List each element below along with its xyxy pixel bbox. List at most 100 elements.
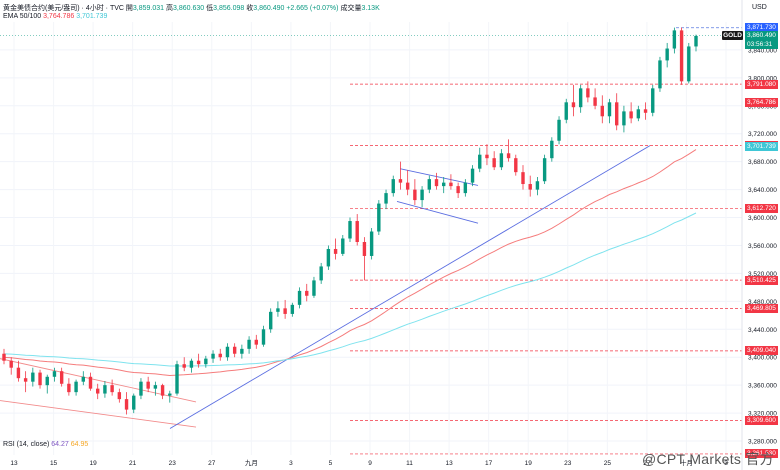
candle [405, 170, 410, 196]
candle-body [110, 385, 114, 393]
x-tick-label: 十月 [680, 458, 693, 467]
candle-body [542, 158, 547, 182]
symbol-title: 黄金美债合约(美元/盎司) · 4小时 · TVC [3, 5, 124, 12]
candle-body [175, 364, 179, 394]
high-label: 高 [166, 5, 174, 12]
trend-line [396, 201, 479, 224]
candle-body [377, 203, 381, 232]
current-price-tag: 3,860.490 [745, 31, 778, 41]
level-tag: 3,469.805 [745, 303, 778, 313]
y-tick-label: 3,600.000 [748, 215, 777, 222]
candle [117, 388, 122, 403]
candle-body [269, 311, 273, 330]
low-label: 低 [206, 5, 214, 12]
trend-line [0, 400, 197, 428]
ema100-value: 3,701.739 [76, 13, 108, 20]
candle [643, 102, 648, 120]
candle-body [9, 360, 13, 368]
level-tag: 3,409.040 [745, 346, 778, 356]
close-value: 3,860.490 [253, 5, 285, 12]
candle [211, 350, 215, 363]
candle-body [672, 30, 677, 49]
candle-body [59, 371, 64, 384]
candle [557, 116, 561, 145]
candle-body [694, 35, 698, 47]
level-tag: 3,309.600 [745, 415, 778, 425]
candle [607, 98, 612, 124]
candle [189, 358, 194, 373]
candle-body [333, 248, 338, 254]
candle [528, 175, 532, 197]
level-tag: 3,261.530 [745, 449, 778, 459]
candle [74, 379, 78, 396]
y-tick-label: 3,280.000 [748, 439, 777, 446]
rsi-value-1: 64.27 [51, 441, 69, 448]
level-tag: 3,510.425 [745, 275, 778, 285]
candle [326, 245, 331, 270]
candle-body [96, 388, 100, 394]
candle-body [506, 153, 511, 159]
candle [629, 102, 633, 124]
candle [132, 393, 136, 414]
candle-body [449, 182, 453, 187]
candle-body [74, 381, 78, 393]
candle [38, 369, 42, 389]
candle [434, 172, 439, 190]
candle [694, 34, 698, 52]
candle-body [398, 179, 403, 183]
candle-body [636, 109, 641, 119]
candle [96, 383, 100, 400]
candle [586, 81, 590, 103]
candle [485, 144, 489, 166]
candle [312, 276, 316, 298]
candle-body [283, 308, 287, 314]
candle [139, 378, 143, 400]
candle-body [247, 339, 251, 349]
countdown-tag: 03:56:31 [745, 40, 778, 50]
price-axis: 3,280.000 3,320.000 3,360.000 3,400.000 3,44… [741, 0, 777, 470]
candle [196, 353, 201, 368]
candle-body [600, 105, 604, 117]
candle [59, 367, 64, 387]
candle-body [132, 395, 136, 410]
rsi-label: RSI (14, close) [3, 441, 50, 448]
candle [442, 177, 446, 194]
candle-body [38, 372, 42, 386]
x-tick-label: 21 [129, 460, 137, 467]
candle [355, 214, 359, 246]
candle [31, 367, 35, 387]
candle-body [16, 367, 21, 379]
watermark: @CPT Markets 官方 [642, 451, 775, 467]
candle-body [160, 385, 165, 396]
candle [232, 343, 237, 358]
candle-body [31, 372, 35, 382]
y-tick-label: 3,840.000 [748, 47, 777, 54]
candle-body [355, 221, 359, 242]
ema100-line [3, 212, 697, 367]
candle-body [52, 371, 57, 377]
y-tick-label: 3,360.000 [748, 383, 777, 390]
ema-lines [3, 149, 697, 377]
x-tick-label: 13 [10, 460, 18, 467]
candle [687, 42, 691, 84]
y-tick-label: 3,720.000 [748, 131, 777, 138]
level-tag: 3,791.080 [745, 79, 778, 89]
candle-body [384, 193, 388, 204]
x-tick-label: 27 [208, 460, 216, 467]
candle [182, 357, 186, 372]
candle-body [146, 381, 150, 389]
candle [124, 392, 129, 415]
candle-body [232, 346, 237, 354]
candle-body [81, 376, 85, 382]
candle-body [189, 360, 194, 368]
candle-body [182, 364, 186, 368]
candle-body [615, 102, 619, 126]
candle [600, 95, 604, 124]
x-tick-label: 九月 [245, 458, 258, 467]
y-tick-label: 3,800.000 [748, 75, 777, 82]
candle-body [305, 290, 309, 296]
change-value: +2.665 (+0.07%) [286, 5, 339, 12]
x-tick-label: 3 [289, 460, 293, 467]
candle [333, 238, 338, 260]
